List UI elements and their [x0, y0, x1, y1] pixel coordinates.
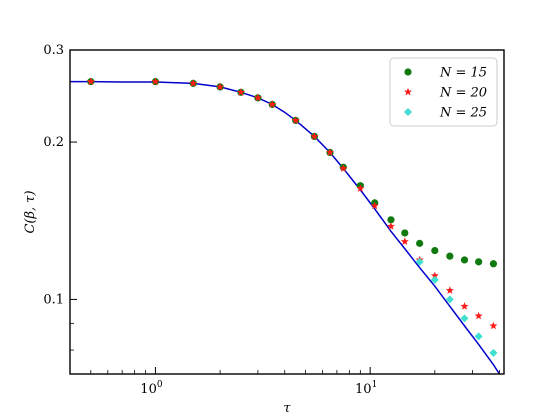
point-n20: [460, 302, 469, 310]
point-n15: [475, 258, 483, 266]
point-n25: [415, 257, 424, 266]
point-n20: [474, 311, 483, 320]
point-n20: [356, 184, 365, 192]
point-n15: [460, 256, 469, 264]
point-n20: [370, 201, 379, 210]
point-n20: [253, 93, 262, 102]
legend-marker-n20: [404, 87, 412, 96]
point-n20: [445, 286, 454, 294]
y-axis-label: C(β, τ): [23, 190, 38, 233]
legend: N = 15 N = 20 N = 25: [389, 57, 498, 127]
y-tick-label: 0.3: [43, 43, 64, 58]
point-n15: [401, 229, 409, 237]
point-n25: [430, 275, 439, 284]
y-tick-label: 0.1: [43, 292, 64, 307]
point-n20: [268, 100, 277, 108]
x-tick-label: 101: [355, 380, 377, 397]
legend-marker-n25: [404, 108, 412, 116]
point-n20: [339, 164, 348, 172]
legend-label-n25: N = 25: [439, 106, 487, 121]
x-tick-label: 100: [140, 380, 163, 397]
point-n15: [489, 260, 498, 268]
point-n20: [326, 148, 334, 156]
point-n20: [151, 77, 160, 86]
legend-marker-n15: [404, 68, 412, 76]
point-n20: [291, 116, 300, 124]
point-n20: [189, 79, 198, 87]
legend-label-n15: N = 15: [439, 66, 487, 81]
point-n25: [489, 348, 498, 357]
legend-label-n20: N = 20: [439, 86, 487, 101]
plot-frame: [69, 49, 505, 375]
x-axis-label: τ: [283, 401, 291, 416]
y-tick-label: 0.2: [43, 135, 64, 150]
point-n20: [386, 222, 395, 230]
point-n15: [446, 252, 454, 260]
point-n25: [474, 332, 483, 341]
point-n20: [400, 237, 409, 246]
legend-box: [389, 57, 498, 127]
point-n25: [460, 314, 469, 323]
point-n15: [416, 239, 424, 247]
point-n25: [445, 295, 454, 304]
point-n20: [430, 271, 439, 280]
point-n15: [387, 216, 395, 224]
point-n15: [431, 246, 439, 255]
point-n20: [236, 88, 245, 96]
point-n20: [489, 321, 498, 330]
point-n20: [310, 132, 319, 140]
point-n20: [216, 82, 225, 91]
point-n20: [86, 77, 95, 86]
